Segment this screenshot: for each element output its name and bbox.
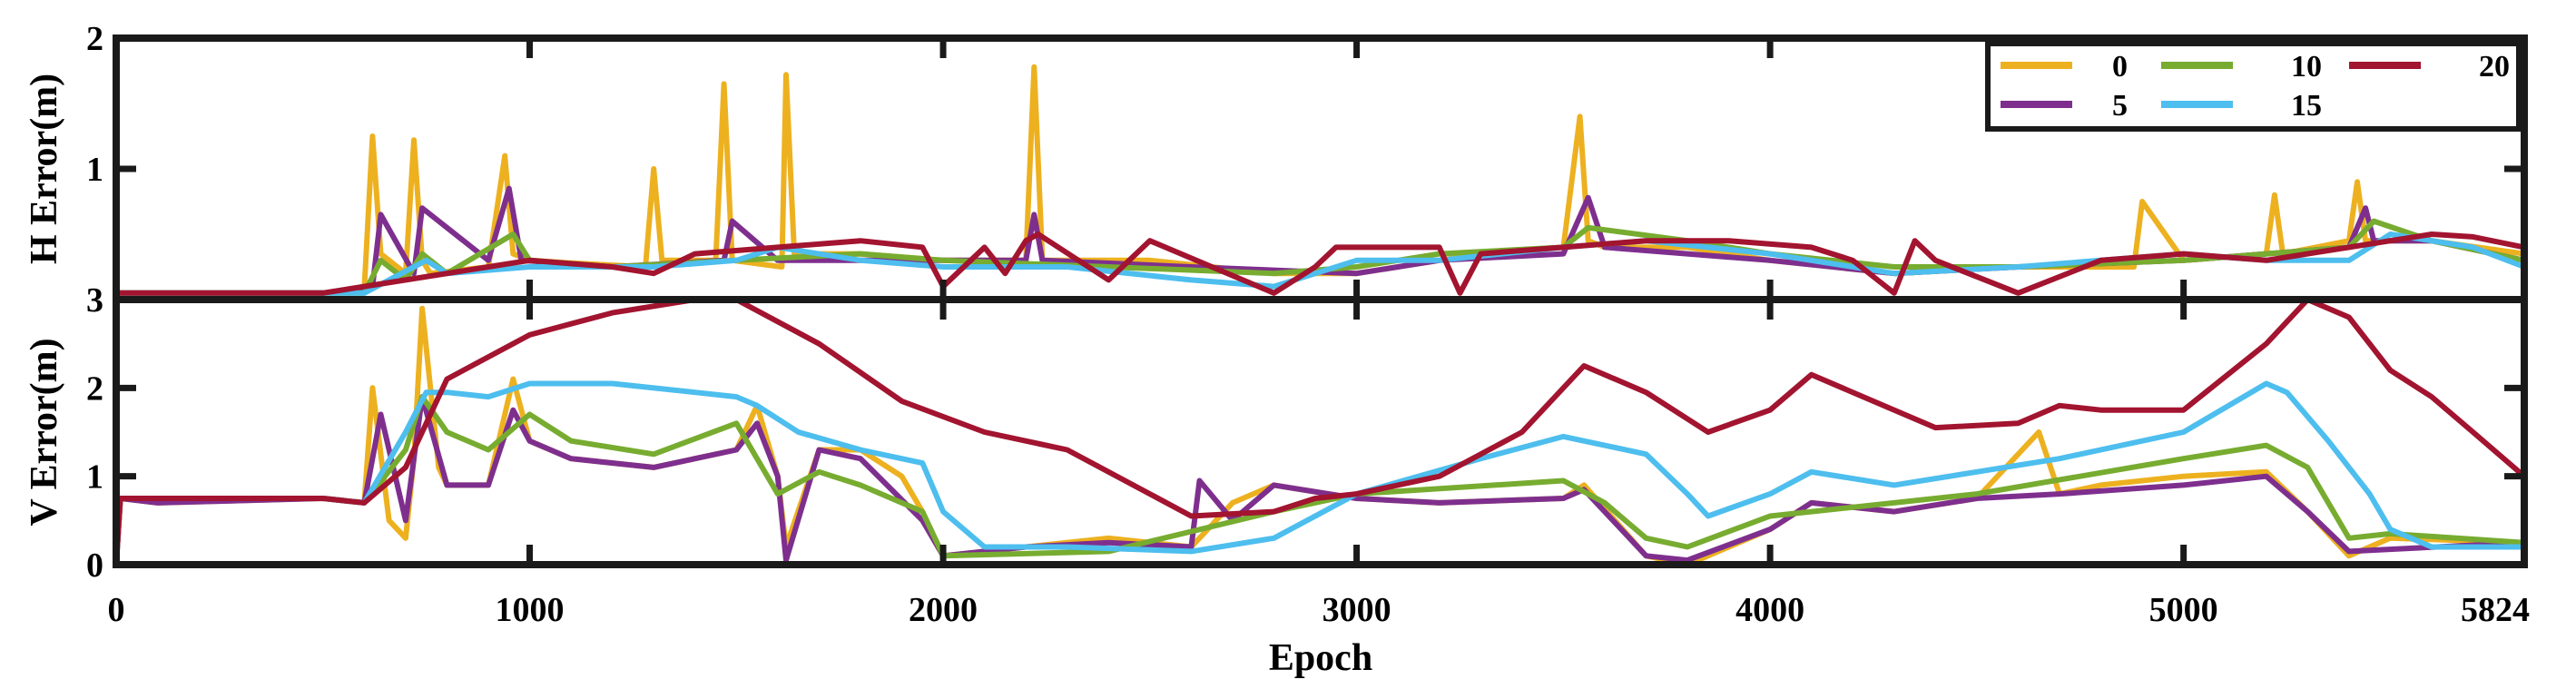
legend-entry-0: 0 (2001, 50, 2128, 84)
legend-label-15: 15 (2291, 89, 2322, 123)
x-tick-label: 4000 (1735, 591, 1804, 629)
legend-label-20: 20 (2479, 50, 2510, 84)
v-error-series-15 (113, 380, 2524, 566)
x-tick-label: 5000 (2149, 591, 2218, 629)
h-error-ylabel: H Error(m) (24, 74, 65, 264)
v-error-panel: 0 1 2 3 V Error(m) (24, 281, 2528, 585)
legend: 0 10 20 5 15 (1985, 41, 2522, 132)
x-tick-label: 5824 (2461, 591, 2530, 629)
v-error-ylabel: V Error(m) (24, 338, 65, 526)
legend-label-0: 0 (2112, 50, 2128, 84)
x-tick-label: 2000 (909, 591, 978, 629)
h-error-series-group (116, 64, 2526, 296)
legend-label-10: 10 (2291, 50, 2322, 84)
v-error-series-5 (113, 394, 2525, 566)
x-tick-label: 1000 (496, 591, 565, 629)
legend-box (1985, 41, 2522, 132)
x-tick-label: 3000 (1322, 591, 1391, 629)
v-error-axes-frame (113, 296, 2528, 568)
legend-entry-10: 10 (2161, 50, 2322, 84)
v-error-ytick-label: 0 (86, 546, 103, 585)
v-error-ytick-label: 2 (86, 369, 103, 408)
x-tick-label: 0 (108, 591, 125, 629)
v-error-series-20 (113, 297, 2526, 566)
v-error-series-10 (113, 394, 2525, 566)
h-error-ytick-label: 1 (86, 151, 103, 189)
legend-entry-5: 5 (2001, 89, 2128, 123)
h-error-series-20 (116, 231, 2525, 296)
v-error-series-group (113, 297, 2526, 567)
legend-label-5: 5 (2112, 89, 2128, 123)
x-tick-labels: 0 1000 2000 3000 4000 5000 5824 (108, 591, 2531, 629)
v-error-frame-overlay (113, 296, 2528, 568)
legend-entry-15: 15 (2161, 89, 2322, 123)
v-error-ytick-label: 1 (86, 458, 103, 497)
h-error-ytick-label: 2 (86, 20, 103, 58)
v-error-ytick-label: 3 (86, 281, 103, 320)
legend-entry-20: 20 (2349, 50, 2510, 84)
x-axis-label: Epoch (1269, 637, 1372, 679)
